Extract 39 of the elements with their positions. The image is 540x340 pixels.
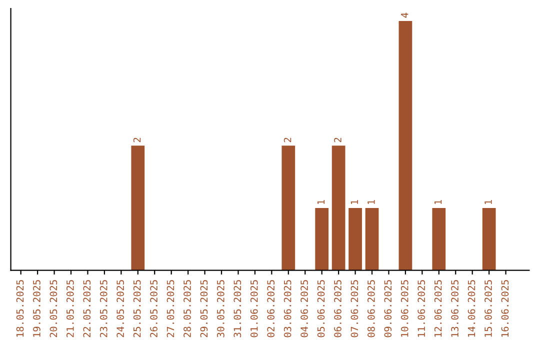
x-tick-label: 11.06.2025 [418, 280, 426, 337]
x-tick-label: 21.05.2025 [66, 280, 74, 338]
x-tick-label: 04.06.2025 [300, 280, 308, 338]
x-tick-label: 02.06.2025 [267, 280, 275, 338]
x-tick-label: 06.06.2025 [334, 280, 342, 338]
data-label: 4 [401, 12, 408, 18]
x-tick-label: 24.05.2025 [116, 280, 124, 338]
x-tick-label: 09.06.2025 [384, 280, 392, 338]
data-label: 2 [334, 138, 342, 142]
x-tick-label: 05.06.2025 [317, 280, 325, 338]
x-tick-label: 18.05.2025 [16, 280, 24, 337]
x-tick-label: 03.06.2025 [284, 280, 292, 338]
data-label: 1 [350, 200, 358, 204]
data-label: 1 [368, 200, 375, 204]
x-tick-label: 12.06.2025 [434, 280, 442, 337]
x-tick-label: 08.06.2025 [368, 280, 375, 338]
x-tick-label: 19.05.2025 [33, 280, 40, 337]
x-tick-label: 20.05.2025 [50, 280, 58, 338]
x-tick-label: 14.06.2025 [468, 280, 476, 337]
x-tick-label: 13.06.2025 [451, 280, 458, 337]
x-tick-label: 10.06.2025 [400, 280, 408, 337]
data-label: 2 [133, 138, 141, 142]
x-tick-label: 29.05.2025 [200, 280, 208, 338]
x-tick-label: 01.06.2025 [250, 280, 258, 338]
x-tick-label: 16.06.2025 [501, 280, 509, 337]
x-tick-label: 15.06.2025 [484, 280, 492, 337]
data-label: 1 [434, 200, 442, 204]
data-label: 1 [484, 200, 492, 204]
x-tick-label: 31.05.2025 [234, 280, 242, 338]
x-tick-label: 23.05.2025 [100, 280, 108, 338]
data-label: 2 [284, 138, 292, 142]
x-tick-label: 27.05.2025 [166, 280, 174, 338]
x-tick-label: 26.05.2025 [150, 280, 158, 338]
x-tick-label: 22.05.2025 [83, 280, 91, 338]
x-tick-label: 28.05.2025 [184, 280, 191, 338]
data-label: 1 [317, 200, 325, 204]
x-tick-label: 30.05.2025 [216, 280, 224, 338]
x-tick-label: 07.06.2025 [350, 280, 358, 338]
x-tick-label: 25.05.2025 [133, 280, 141, 338]
